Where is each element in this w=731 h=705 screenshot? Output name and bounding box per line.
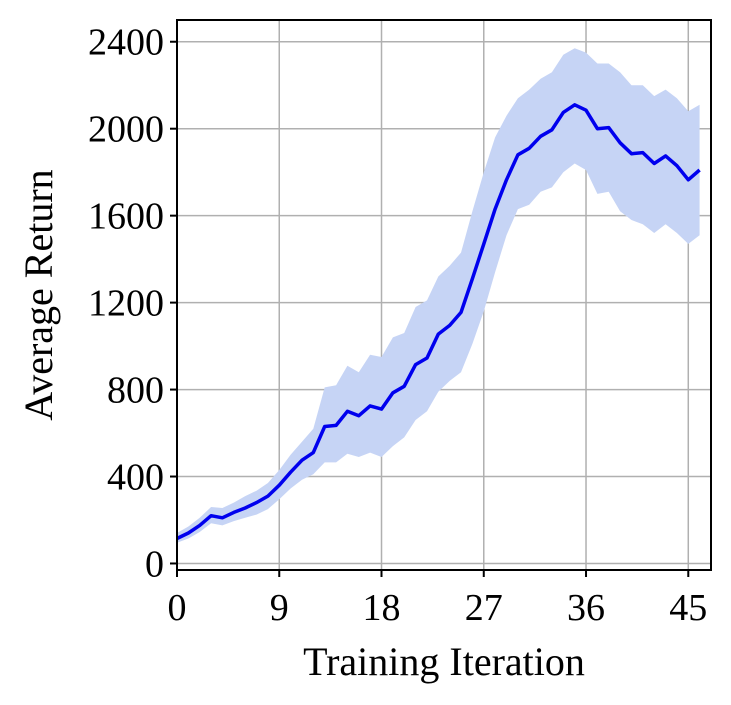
y-tick-label: 0: [145, 543, 164, 585]
x-tick-label: 18: [363, 587, 401, 629]
y-tick-label: 2000: [88, 109, 164, 151]
axis-ticks: 0 9 18 27 36 45 0 400 800 1200 1600 2000 2400: [88, 22, 707, 629]
x-tick-label: 9: [270, 587, 289, 629]
y-tick-label: 1200: [88, 283, 164, 325]
mean-return-line: [176, 103, 701, 541]
y-axis-label: Average Return: [16, 169, 61, 420]
x-tick-label: 27: [465, 587, 503, 629]
x-tick-label: 45: [669, 587, 707, 629]
y-tick-label: 400: [107, 457, 164, 499]
x-axis-label: Training Iteration: [303, 639, 585, 684]
y-tick-label: 2400: [88, 22, 164, 64]
x-tick-label: 0: [168, 587, 187, 629]
std-band: [177, 48, 700, 543]
x-tick-label: 36: [567, 587, 605, 629]
y-tick-label: 1600: [88, 196, 164, 238]
y-tick-label: 800: [107, 370, 164, 412]
plot-frame: [176, 19, 712, 571]
